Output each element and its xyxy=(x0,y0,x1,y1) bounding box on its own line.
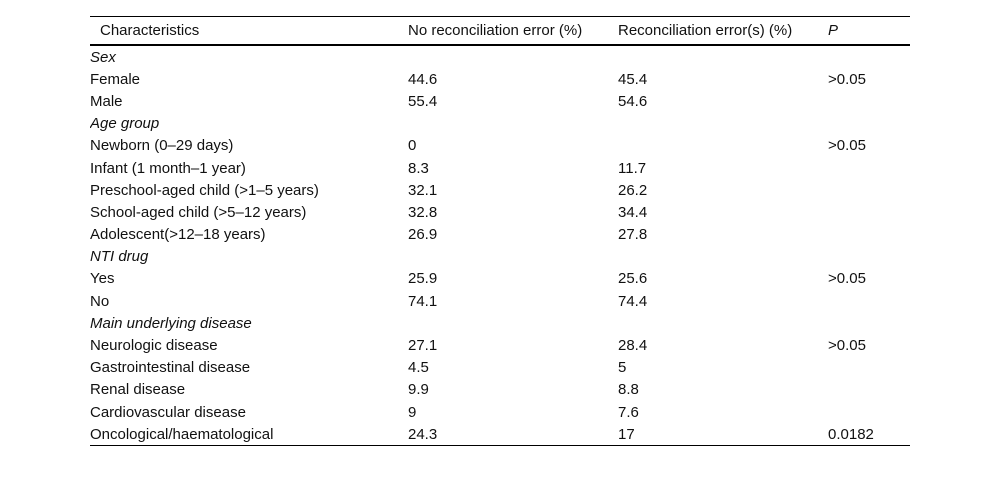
table-row: Neurologic disease 27.1 28.4 >0.05 xyxy=(90,334,910,356)
no-error-cell: 0 xyxy=(408,137,417,155)
error-cell: 25.6 xyxy=(618,270,648,288)
no-error-cell: 9.9 xyxy=(408,381,429,399)
no-error-cell: 55.4 xyxy=(408,92,438,110)
error-cell: 11.7 xyxy=(618,159,647,177)
error-cell xyxy=(618,312,828,334)
p-cell: >0.05 xyxy=(828,70,866,88)
error-cell: 27.8 xyxy=(618,226,648,244)
no-error-cell xyxy=(408,45,618,68)
table-header: Characteristics No reconciliation error … xyxy=(90,16,910,46)
error-cell: 17 xyxy=(618,425,635,443)
characteristic-cell: Neurologic disease xyxy=(90,337,218,355)
characteristic-cell: Oncological/haematological xyxy=(90,425,274,443)
header-row: Characteristics No reconciliation error … xyxy=(90,16,910,46)
no-error-cell: 44.6 xyxy=(408,70,438,88)
p-cell xyxy=(828,312,910,334)
characteristic-cell: Cardiovascular disease xyxy=(90,403,246,421)
no-error-cell: 9 xyxy=(408,403,417,421)
header-reconciliation-errors: Reconciliation error(s) (%) xyxy=(618,16,828,46)
p-cell: 0.0182 xyxy=(828,425,874,443)
p-cell xyxy=(828,157,910,179)
table-row: Male 55.4 54.6 xyxy=(90,90,910,112)
table-row: Oncological/haematological 24.3 17 0.0182 xyxy=(90,423,910,446)
no-error-cell: 27.1 xyxy=(408,337,438,355)
characteristic-cell: Male xyxy=(90,92,123,110)
error-cell: 45.4 xyxy=(618,70,648,88)
characteristic-cell: NTI drug xyxy=(90,248,149,266)
table-row: Preschool-aged child (>1–5 years) 32.1 26.… xyxy=(90,179,910,201)
table-body: Sex Female 44.6 45.4 >0.05 Male 55.4 54.6 Age gr… xyxy=(90,45,910,446)
error-cell xyxy=(618,113,828,135)
characteristic-cell: Infant (1 month–1 year) xyxy=(90,159,246,177)
table-row: Gastrointestinal disease 4.5 5 xyxy=(90,357,910,379)
p-cell xyxy=(828,401,910,423)
header-characteristics: Characteristics xyxy=(90,16,408,46)
characteristic-cell: Yes xyxy=(90,270,115,288)
no-error-cell: 8.3 xyxy=(408,159,429,177)
table-row: Newborn (0–29 days) 0 >0.05 xyxy=(90,135,910,157)
p-cell xyxy=(828,179,910,201)
characteristic-cell: Newborn (0–29 days) xyxy=(90,137,234,155)
p-cell xyxy=(828,45,910,68)
group-row: Main underlying disease xyxy=(90,312,910,334)
characteristic-cell: Gastrointestinal disease xyxy=(90,359,251,377)
p-cell: >0.05 xyxy=(828,270,866,288)
group-row: NTI drug xyxy=(90,246,910,268)
p-cell xyxy=(828,224,910,246)
error-cell: 5 xyxy=(618,359,627,377)
p-cell xyxy=(828,357,910,379)
table-row: Yes 25.9 25.6 >0.05 xyxy=(90,268,910,290)
characteristic-cell: No xyxy=(90,292,110,310)
characteristic-cell: Adolescent(>12–18 years) xyxy=(90,226,266,244)
table-row: Adolescent(>12–18 years) 26.9 27.8 xyxy=(90,224,910,246)
group-row: Age group xyxy=(90,113,910,135)
no-error-cell: 32.8 xyxy=(408,203,438,221)
error-cell xyxy=(618,135,828,157)
p-cell xyxy=(828,90,910,112)
table-row: School-aged child (>5–12 years) 32.8 34.4 xyxy=(90,201,910,223)
p-cell xyxy=(828,246,910,268)
table-row: Cardiovascular disease 9 7.6 xyxy=(90,401,910,423)
no-error-cell xyxy=(408,113,618,135)
error-cell: 54.6 xyxy=(618,92,648,110)
p-cell xyxy=(828,379,910,401)
error-cell: 28.4 xyxy=(618,337,648,355)
table-row: Female 44.6 45.4 >0.05 xyxy=(90,68,910,90)
error-cell: 74.4 xyxy=(618,292,648,310)
no-error-cell: 26.9 xyxy=(408,226,438,244)
table-row: Infant (1 month–1 year) 8.3 11.7 xyxy=(90,157,910,179)
no-error-cell: 32.1 xyxy=(408,181,438,199)
table-row: No 74.1 74.4 xyxy=(90,290,910,312)
characteristic-cell: Age group xyxy=(90,115,160,133)
no-error-cell xyxy=(408,312,618,334)
error-cell: 26.2 xyxy=(618,181,648,199)
characteristic-cell: Renal disease xyxy=(90,381,186,399)
error-cell: 34.4 xyxy=(618,203,648,221)
no-error-cell xyxy=(408,246,618,268)
characteristics-table: Characteristics No reconciliation error … xyxy=(90,16,910,447)
p-cell: >0.05 xyxy=(828,137,866,155)
characteristic-cell: Main underlying disease xyxy=(90,314,252,332)
table-row: Renal disease 9.9 8.8 xyxy=(90,379,910,401)
characteristic-cell: School-aged child (>5–12 years) xyxy=(90,203,307,221)
characteristic-cell: Preschool-aged child (>1–5 years) xyxy=(90,181,319,199)
p-cell xyxy=(828,201,910,223)
p-cell xyxy=(828,290,910,312)
characteristic-cell: Sex xyxy=(90,48,116,66)
characteristic-cell: Female xyxy=(90,70,141,88)
error-cell xyxy=(618,45,828,68)
header-no-reconciliation-error: No reconciliation error (%) xyxy=(408,16,618,46)
error-cell: 8.8 xyxy=(618,381,639,399)
no-error-cell: 25.9 xyxy=(408,270,438,288)
p-cell xyxy=(828,113,910,135)
group-row: Sex xyxy=(90,45,910,68)
no-error-cell: 4.5 xyxy=(408,359,429,377)
error-cell: 7.6 xyxy=(618,403,639,421)
p-cell: >0.05 xyxy=(828,337,866,355)
header-p-value: P xyxy=(828,16,910,46)
no-error-cell: 74.1 xyxy=(408,292,438,310)
no-error-cell: 24.3 xyxy=(408,425,438,443)
error-cell xyxy=(618,246,828,268)
